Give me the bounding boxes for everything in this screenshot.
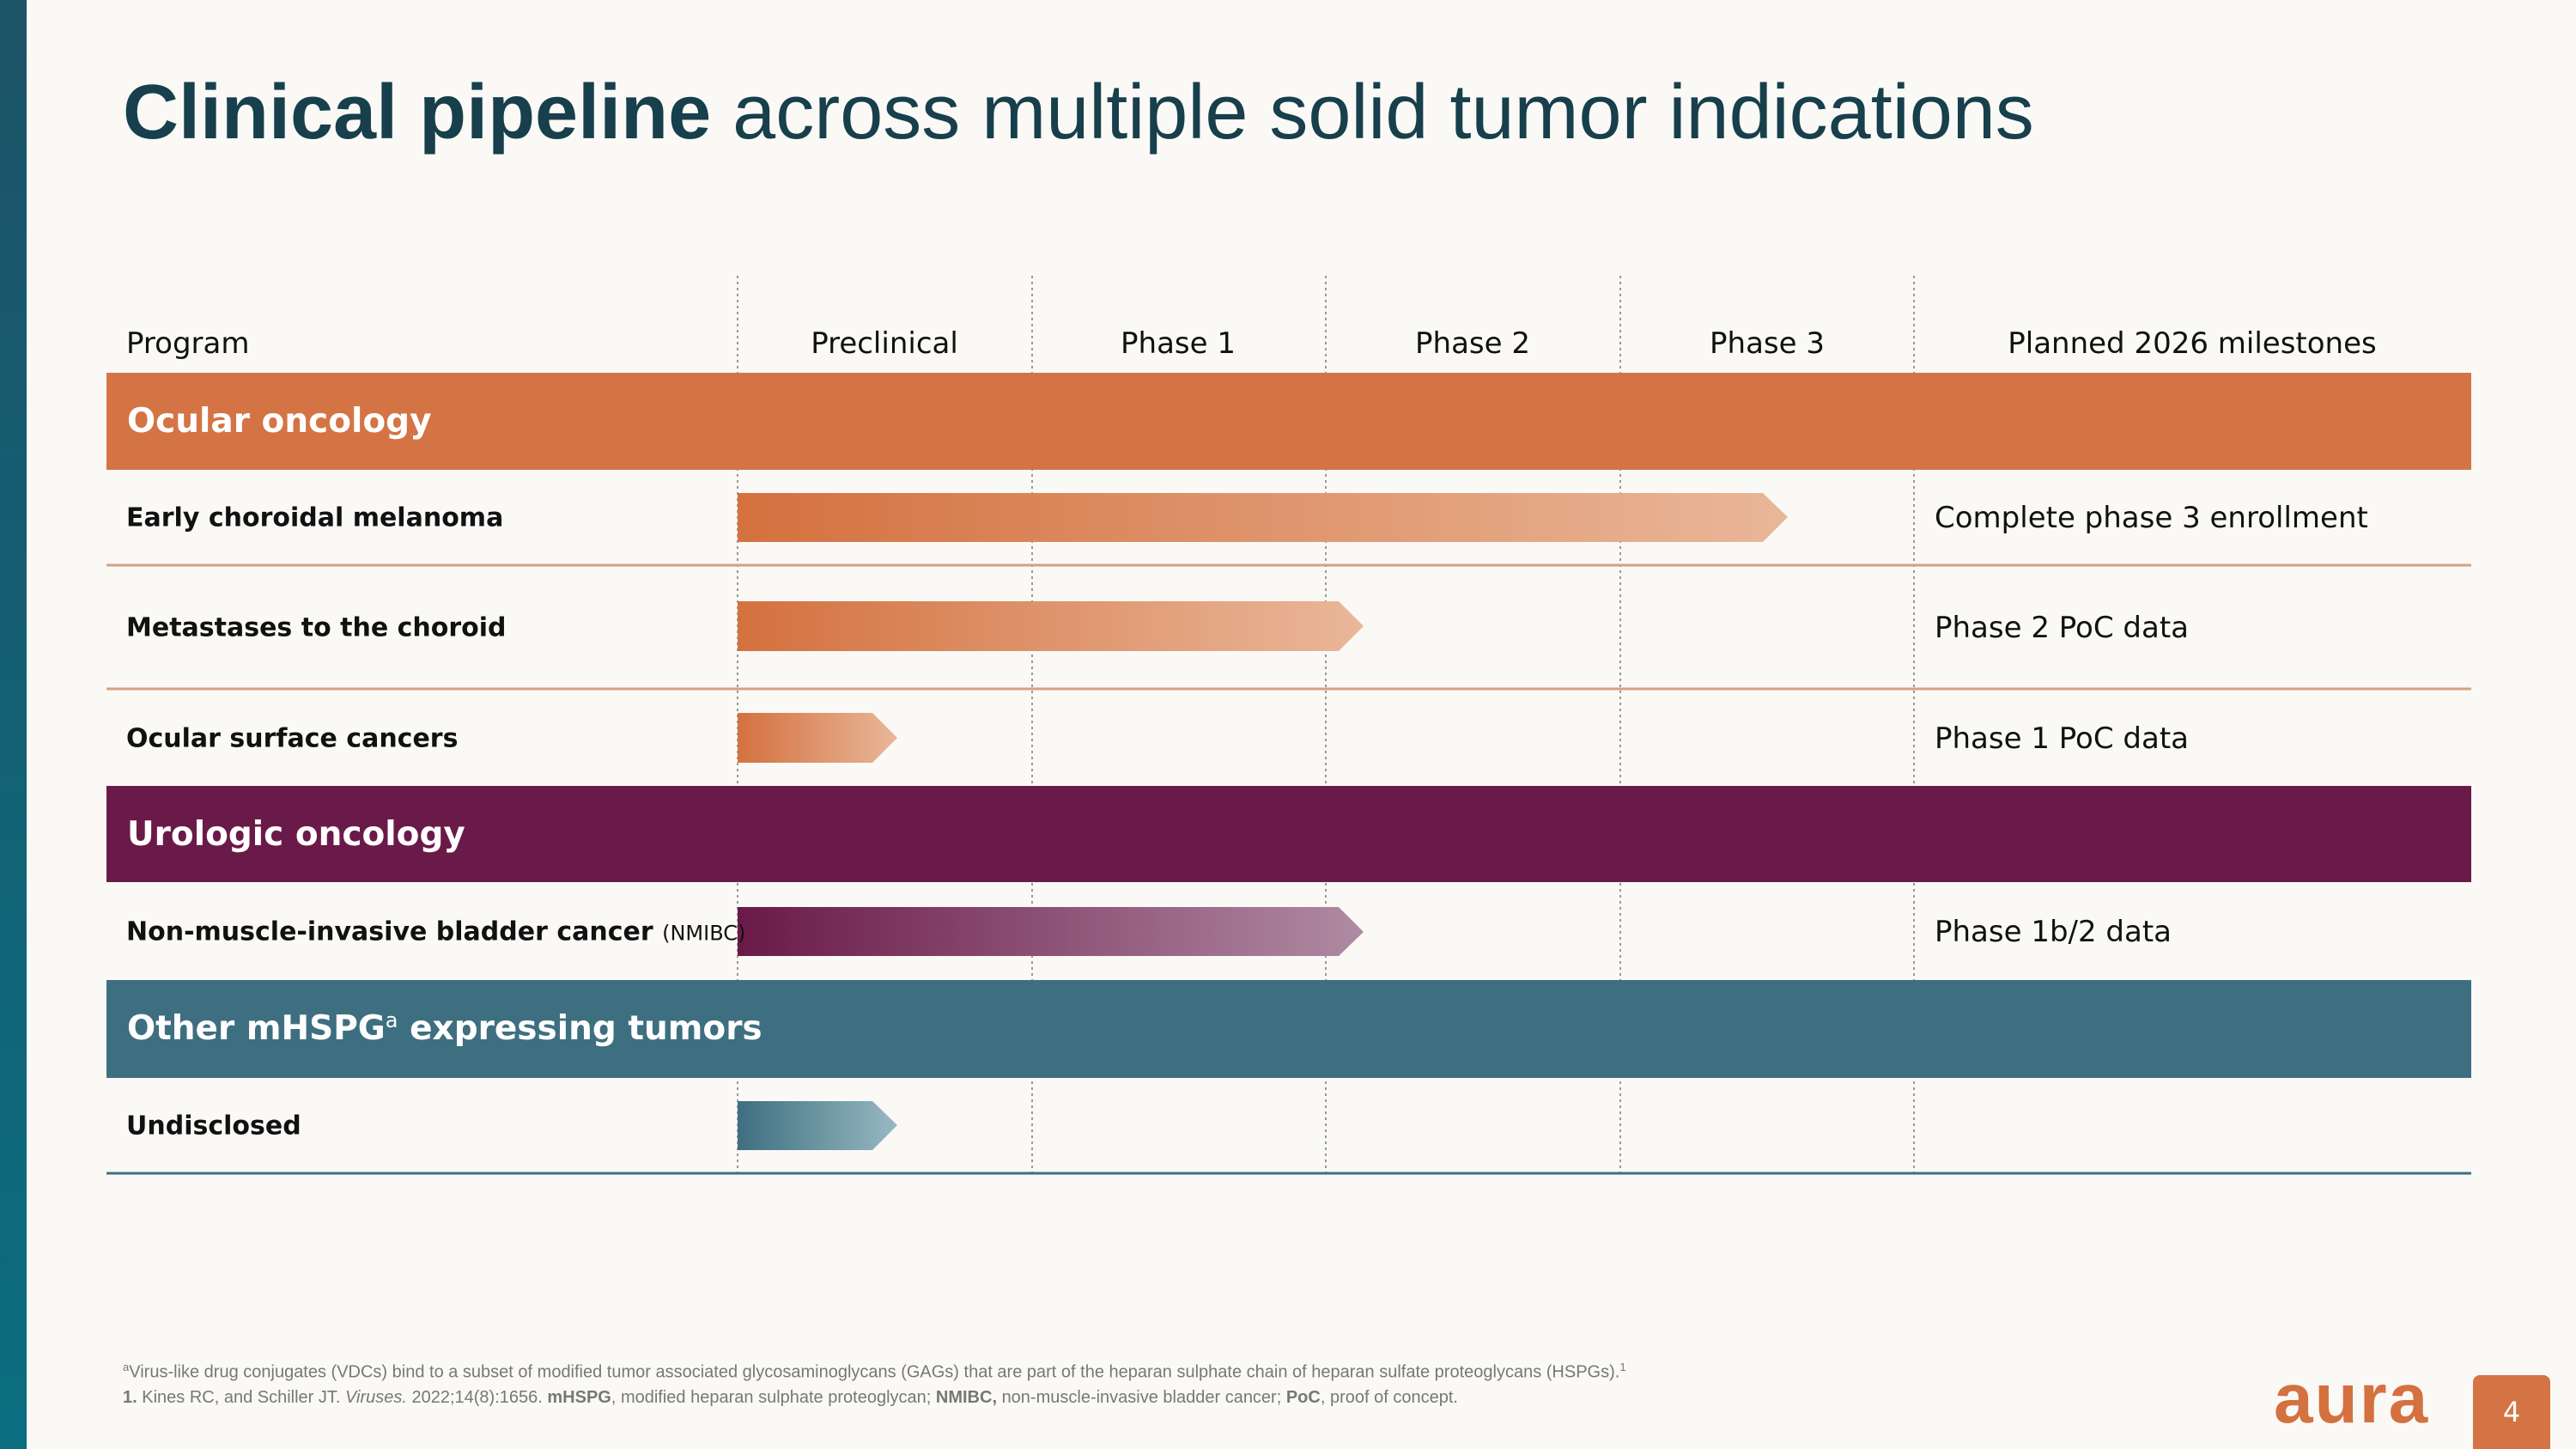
superscript: a (385, 1008, 398, 1032)
fn-part: , proof of concept. (1320, 1388, 1458, 1407)
footnote-text: Virus-like drug conjugates (VDCs) bind t… (129, 1362, 1620, 1382)
program: Undisclosed (126, 1111, 301, 1142)
section-band: Ocular oncology (106, 373, 2471, 470)
progress-bar (738, 493, 1788, 542)
program: Non-muscle-invasive bladder cancer (NMIB… (126, 917, 745, 947)
fn-part: , modified heparan sulphate proteoglycan… (611, 1388, 932, 1407)
fn-part: non-muscle-invasive bladder cancer; (1001, 1388, 1282, 1407)
logo: aura (2274, 1360, 2430, 1438)
program: Metastases to the choroid (126, 612, 507, 643)
section-title: expressing tumors (410, 1009, 762, 1048)
column-header: Phase 3 (1710, 326, 1825, 361)
section-title: Other mHSPG (127, 1009, 386, 1048)
fn-part: Kines RC, and Schiller JT. (142, 1388, 341, 1407)
fn-part: 2022;14(8):1656. (411, 1388, 543, 1407)
fn-part: Viruses. (345, 1388, 407, 1407)
program-name: Non-muscle-invasive bladder cancer (126, 916, 653, 947)
column-header: Preclinical (811, 326, 958, 361)
milestone: Phase 2 PoC data (1935, 611, 2189, 645)
row-dividers (106, 563, 2471, 691)
footnote-sup: a (123, 1361, 130, 1373)
progress-bar (738, 601, 1364, 651)
title: Clinical pipeline across multiple solid … (123, 69, 2034, 157)
program-note: (NMIBC) (662, 921, 746, 946)
fn-part: 1. (123, 1388, 137, 1407)
section-band: Urologic oncology (106, 786, 2471, 882)
milestone: Phase 1 PoC data (1935, 721, 2189, 756)
milestone: Complete phase 3 enrollment (1935, 501, 2368, 535)
side-stripe (0, 0, 27, 1449)
progress-bar (738, 907, 1364, 956)
progress-bar (738, 713, 897, 763)
program: Ocular surface cancers (126, 723, 459, 754)
milestone: Phase 1b/2 data (1935, 915, 2172, 949)
column-header: Planned 2026 milestones (2008, 326, 2377, 361)
column-header: Phase 1 (1121, 326, 1236, 361)
footnote: aVirus-like drug conjugates (VDCs) bind … (123, 1361, 1626, 1383)
footnote: 1. Kines RC, and Schiller JT. Viruses. 2… (123, 1388, 1458, 1408)
fn-part: NMIBC, (935, 1388, 997, 1407)
column-header: Phase 2 (1415, 326, 1530, 361)
title-rest: across multiple solid tumor indications (732, 70, 2034, 155)
footnote-ref: 1 (1619, 1361, 1626, 1373)
fn-part: mHSPG (547, 1388, 611, 1407)
progress-bar (738, 1101, 897, 1150)
title-bold: Clinical pipeline (123, 70, 712, 155)
section-band: Other mHSPGa expressing tumors (106, 980, 2471, 1078)
page-number: 4 (2473, 1375, 2550, 1449)
fn-part: PoC (1285, 1388, 1321, 1407)
column-header: Program (126, 326, 250, 361)
program: Early choroidal melanoma (126, 502, 504, 533)
